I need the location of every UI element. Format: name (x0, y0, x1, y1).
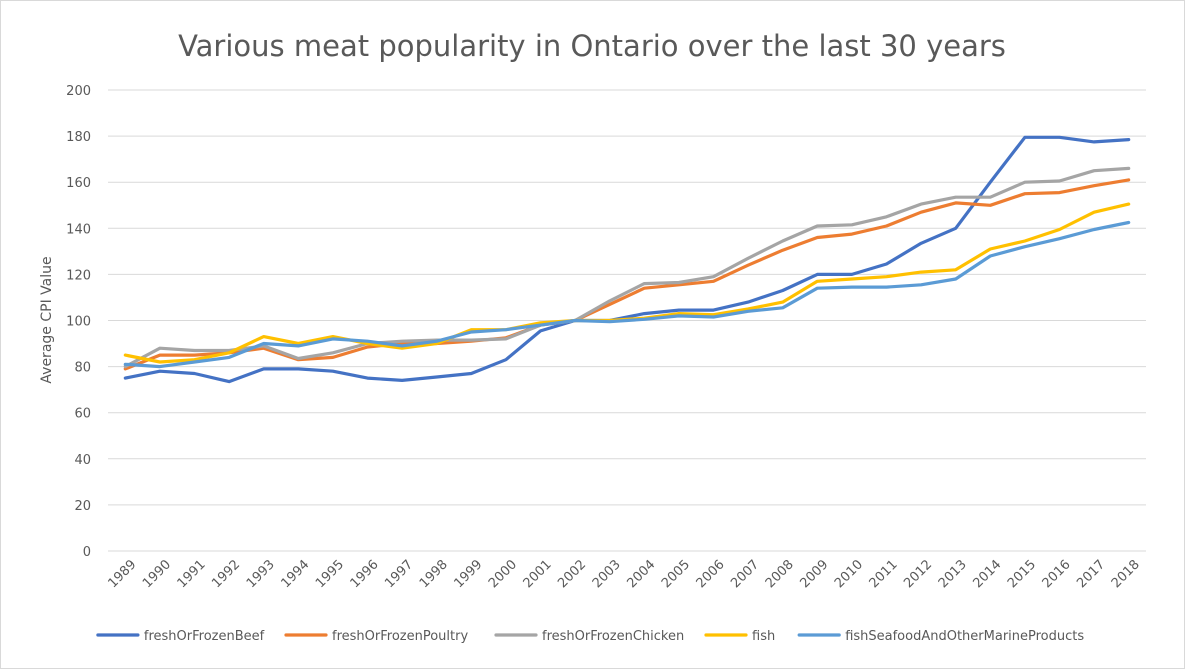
x-tick-label: 1996 (348, 557, 382, 591)
series-line-fish (123, 202, 1131, 364)
x-tick-label: 1993 (244, 557, 278, 591)
legend-label: freshOrFrozenBeef (144, 629, 265, 644)
y-tick-label: 40 (74, 453, 91, 468)
x-tick-label: 2008 (763, 557, 797, 591)
x-tick-label: 2000 (486, 557, 520, 591)
x-tick-label: 2015 (1005, 557, 1039, 591)
y-tick-label: 0 (83, 545, 91, 560)
y-tick-label: 120 (66, 268, 91, 283)
x-tick-label: 1997 (382, 557, 416, 591)
legend: freshOrFrozenBeef freshOrFrozenPoultry fre… (96, 629, 1084, 644)
series-lines (123, 135, 1131, 384)
gridlines (108, 89, 1146, 552)
x-tick-label: 2005 (659, 557, 693, 591)
legend-label: freshOrFrozenChicken (542, 629, 684, 644)
y-tick-label: 20 (74, 499, 91, 514)
y-axis-title: Average CPI Value (39, 256, 55, 383)
x-tick-label: 2018 (1109, 557, 1143, 591)
x-tick-label: 1991 (175, 557, 209, 591)
x-tick-label: 1994 (278, 557, 312, 591)
series-line-fishSeafoodAndOtherMarineProducts (123, 220, 1131, 369)
y-tick-label: 200 (66, 84, 91, 99)
x-tick-label: 2009 (797, 557, 831, 591)
x-tick-label: 1989 (105, 557, 139, 591)
x-tick-label: 1995 (313, 557, 347, 591)
chart-title: Various meat popularity in Ontario over … (178, 29, 1006, 63)
y-tick-label: 80 (74, 361, 91, 376)
y-tick-label: 60 (74, 407, 91, 422)
series-line-freshOrFrozenBeef (123, 135, 1131, 384)
legend-label: fishSeafoodAndOtherMarineProducts (845, 629, 1084, 644)
x-tick-label: 2014 (970, 557, 1004, 591)
x-tick-label: 2007 (728, 557, 762, 591)
x-tick-label: 2006 (694, 557, 728, 591)
y-axis-ticks: 0 20 40 60 80 100 120 140 160 180 200 (66, 84, 91, 560)
x-tick-label: 1998 (417, 557, 451, 591)
legend-label: freshOrFrozenPoultry (332, 629, 468, 644)
y-tick-label: 100 (66, 315, 91, 330)
y-tick-label: 180 (66, 130, 91, 145)
x-tick-label: 1992 (209, 557, 243, 591)
x-tick-label: 2001 (521, 557, 555, 591)
x-tick-label: 2016 (1040, 557, 1074, 591)
x-tick-label: 2013 (936, 557, 970, 591)
x-tick-label: 1999 (451, 557, 485, 591)
y-tick-label: 140 (66, 222, 91, 237)
x-tick-label: 2003 (590, 557, 624, 591)
x-tick-label: 2004 (624, 557, 658, 591)
legend-label: fish (752, 629, 775, 644)
y-tick-label: 160 (66, 176, 91, 191)
x-tick-label: 2011 (867, 557, 901, 591)
x-tick-label: 2010 (832, 557, 866, 591)
x-tick-label: 2012 (901, 557, 935, 591)
x-tick-label: 2017 (1074, 557, 1108, 591)
x-axis-ticks: 1989 1990 1991 1992 1993 1994 1995 1996 1997 1998… (105, 557, 1142, 591)
series-line-freshOrFrozenChicken (123, 166, 1131, 369)
x-tick-label: 1990 (140, 557, 174, 591)
x-tick-label: 2002 (555, 557, 589, 591)
